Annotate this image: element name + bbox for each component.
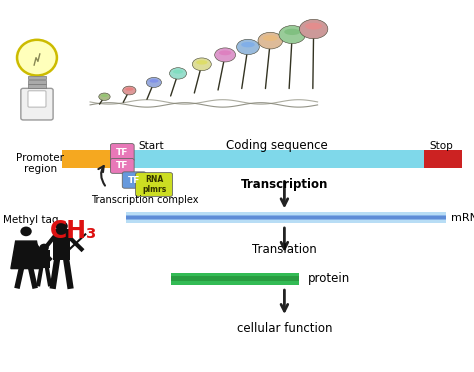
FancyBboxPatch shape <box>110 144 134 161</box>
Text: cellular function: cellular function <box>237 322 332 334</box>
Text: RNA
plmrs: RNA plmrs <box>142 175 166 194</box>
Text: protein: protein <box>308 272 350 285</box>
Bar <box>171 273 299 285</box>
Text: Stop: Stop <box>429 141 453 151</box>
Ellipse shape <box>284 29 300 35</box>
FancyBboxPatch shape <box>28 91 46 107</box>
Bar <box>38 250 50 268</box>
Text: TF: TF <box>116 148 128 157</box>
Ellipse shape <box>241 42 255 47</box>
Ellipse shape <box>125 88 133 91</box>
FancyBboxPatch shape <box>110 158 134 173</box>
Ellipse shape <box>20 227 32 236</box>
Ellipse shape <box>17 40 57 76</box>
Bar <box>62 150 126 168</box>
Text: Transcription: Transcription <box>241 178 328 190</box>
Ellipse shape <box>192 58 211 71</box>
Bar <box>126 215 446 220</box>
Ellipse shape <box>279 26 305 44</box>
Ellipse shape <box>173 70 183 74</box>
Text: Translation: Translation <box>252 243 317 256</box>
Ellipse shape <box>123 86 136 95</box>
Text: Transcription complex: Transcription complex <box>91 195 198 205</box>
Ellipse shape <box>146 77 162 87</box>
FancyBboxPatch shape <box>21 89 53 120</box>
Ellipse shape <box>196 60 208 65</box>
Ellipse shape <box>39 244 49 252</box>
Ellipse shape <box>170 68 187 79</box>
Text: Start: Start <box>138 141 164 151</box>
FancyBboxPatch shape <box>136 173 173 196</box>
Ellipse shape <box>149 79 158 83</box>
Ellipse shape <box>305 23 322 29</box>
Ellipse shape <box>55 221 68 231</box>
Ellipse shape <box>99 93 110 100</box>
FancyBboxPatch shape <box>122 172 146 188</box>
Text: mRNA: mRNA <box>451 213 474 222</box>
Bar <box>28 80 46 84</box>
Ellipse shape <box>263 35 278 41</box>
Ellipse shape <box>258 32 283 49</box>
Ellipse shape <box>215 48 236 62</box>
Text: Methyl tag: Methyl tag <box>3 215 59 225</box>
Text: TF: TF <box>128 176 140 185</box>
Text: CH₃: CH₃ <box>50 219 97 243</box>
Bar <box>126 216 446 219</box>
Polygon shape <box>11 241 41 269</box>
Ellipse shape <box>15 39 59 76</box>
Bar <box>171 276 299 281</box>
Ellipse shape <box>219 50 231 55</box>
Text: Coding sequence: Coding sequence <box>227 140 328 152</box>
Bar <box>424 150 462 168</box>
Ellipse shape <box>237 39 259 55</box>
Bar <box>28 76 46 79</box>
Bar <box>126 150 424 168</box>
Text: Promoter
region: Promoter region <box>16 153 64 174</box>
Bar <box>126 212 446 223</box>
Ellipse shape <box>101 94 108 97</box>
Bar <box>53 229 70 260</box>
Bar <box>28 84 46 88</box>
Text: TF: TF <box>116 161 128 170</box>
Ellipse shape <box>300 19 328 39</box>
